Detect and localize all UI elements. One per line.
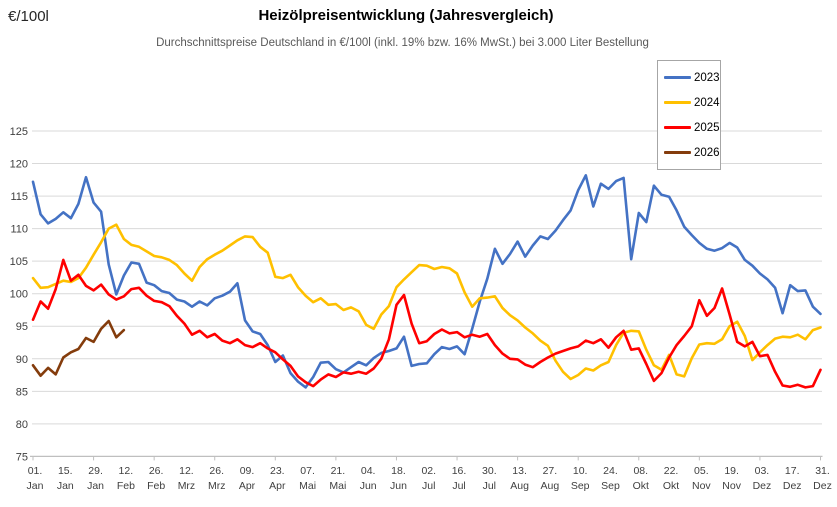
x-tick-label-month: Nov [722,480,741,492]
legend-item-2023: 2023 [664,71,720,85]
x-tick-label-month: Aug [510,480,529,492]
series-line-2023 [31,174,822,389]
x-tick-label-month: Sep [601,480,620,492]
legend-swatch-2025 [664,126,691,129]
x-tick-label-day: 18. [391,465,406,477]
x-tick-label-day: 30. [482,465,497,477]
x-tick-label-month: Jan [27,480,44,492]
x-tick-label-month: Jul [422,480,435,492]
y-tick-label: 90 [16,354,28,366]
series-line-2025 [31,258,822,389]
x-tick-label-day: 02. [421,465,436,477]
legend-item-2025: 2025 [664,121,720,135]
x-tick-label-month: Jan [57,480,74,492]
x-tick-label-month: Dez [783,480,802,492]
x-tick-label-day: 13. [512,465,527,477]
x-tick-label-day: 16. [452,465,467,477]
x-tick-label-month: Mrz [208,480,226,492]
y-tick-label: 110 [10,224,28,236]
x-tick-label-day: 09. [240,465,255,477]
x-tick-label-day: 03. [755,465,770,477]
x-tick-label-month: Feb [117,480,135,492]
x-tick-label-month: Apr [269,480,286,492]
y-tick-label: 80 [16,419,28,431]
x-tick-label-day: 23. [270,465,285,477]
x-tick-label-month: Feb [147,480,165,492]
x-tick-label-day: 08. [633,465,648,477]
legend-label-2026: 2026 [694,146,720,159]
y-tick-label: 105 [10,256,28,268]
x-tick-label-month: Mrz [178,480,196,492]
x-tick-label-day: 27. [543,465,558,477]
x-tick-label-day: 22. [664,465,679,477]
x-tick-label-day: 19. [724,465,739,477]
legend-item-2026: 2026 [664,146,720,160]
x-tick-label-day: 26. [149,465,164,477]
x-tick-label-day: 10. [573,465,588,477]
y-tick-label: 85 [16,386,28,398]
x-tick-label-day: 01. [28,465,43,477]
x-tick-label-month: Jan [87,480,104,492]
x-tick-label-month: Apr [239,480,256,492]
series-line-2026 [31,319,126,378]
legend-swatch-2023 [664,76,691,79]
x-tick-label-day: 29. [88,465,103,477]
x-tick-label-month: Mai [299,480,316,492]
y-tick-label: 125 [10,126,28,138]
x-tick-label-day: 04. [361,465,376,477]
x-tick-label-day: 31. [815,465,830,477]
x-tick-label-month: Okt [633,480,649,492]
x-tick-label-month: Mai [329,480,346,492]
legend-item-2024: 2024 [664,96,720,110]
x-tick-label-month: Jun [360,480,377,492]
y-tick-label: 120 [10,159,28,171]
x-tick-label-day: 17. [785,465,800,477]
y-tick-label: 100 [10,289,28,301]
x-tick-label-month: Dez [813,480,832,492]
x-tick-label-month: Jun [390,480,407,492]
y-tick-label: 95 [16,321,28,333]
chart-title: Heizölpreisentwicklung (Jahresvergleich) [258,7,554,24]
x-tick-label-day: 21. [331,465,346,477]
x-tick-label-month: Sep [571,480,590,492]
x-tick-label-day: 12. [119,465,134,477]
legend-label-2023: 2023 [694,71,720,84]
y-tick-label: 75 [16,451,28,463]
legend-swatch-2024 [664,101,691,104]
y-axis-unit-label: €/100l [8,8,49,25]
legend-label-2024: 2024 [694,96,720,109]
x-tick-label-day: 24. [603,465,618,477]
x-tick-label-month: Jul [452,480,465,492]
x-tick-label-day: 15. [58,465,73,477]
legend-label-2025: 2025 [694,121,720,134]
x-tick-label-month: Okt [663,480,679,492]
series-line-2024 [31,223,822,381]
y-tick-label: 115 [10,191,28,203]
x-tick-label-month: Aug [541,480,560,492]
x-tick-label-day: 26. [209,465,224,477]
legend-swatch-2026 [664,151,691,154]
legend: 2023 2024 2025 2026 [657,60,721,170]
x-tick-label-day: 07. [300,465,315,477]
x-tick-label-month: Nov [692,480,711,492]
x-tick-label-day: 05. [694,465,709,477]
x-tick-label-month: Jul [483,480,496,492]
chart-subtitle: Durchschnittspreise Deutschland in €/100… [156,37,649,49]
x-tick-label-day: 12. [179,465,194,477]
x-tick-label-month: Dez [753,480,772,492]
